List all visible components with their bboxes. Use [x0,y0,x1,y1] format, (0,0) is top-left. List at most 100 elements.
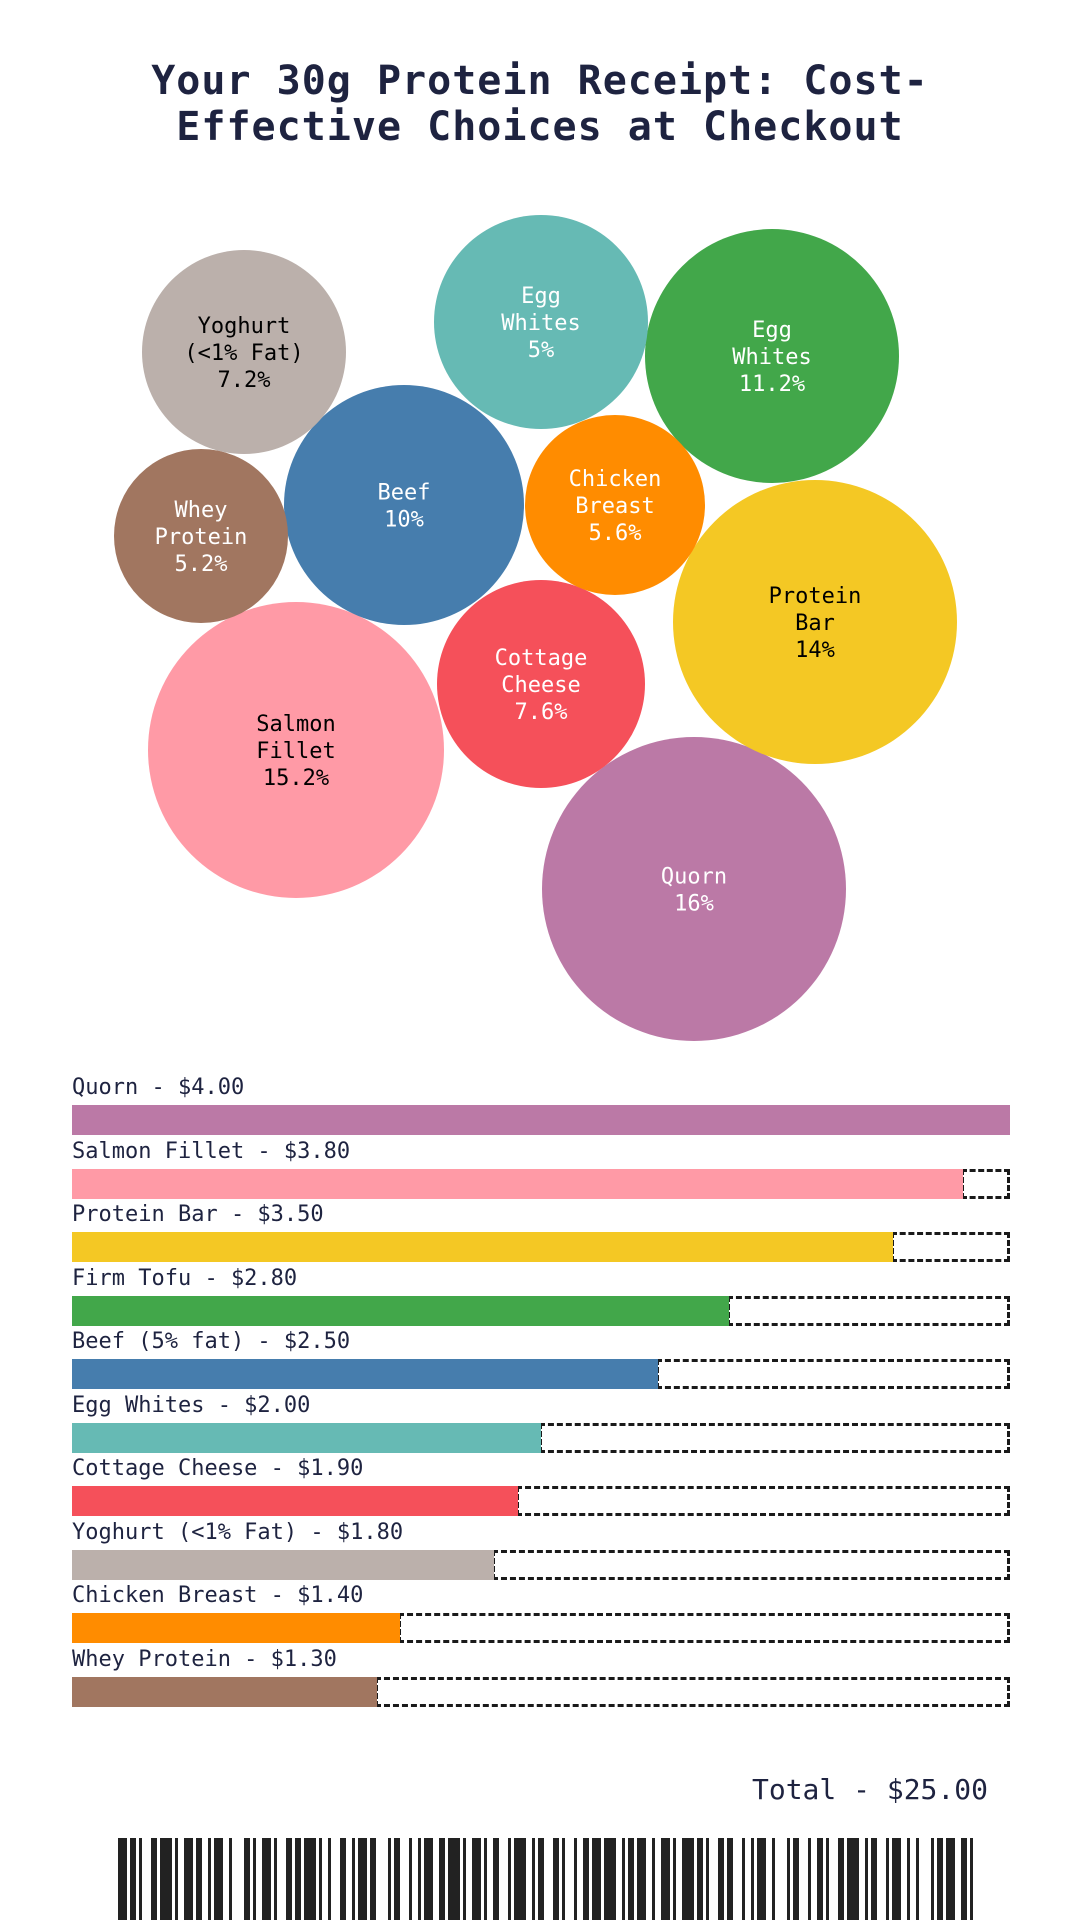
bubble-name-label: Salmon [256,712,335,737]
bubble-value-label: 7.6% [515,700,568,725]
bar-remainder-outline [961,1168,1010,1199]
bubble-value-label: 15.2% [263,766,329,791]
barcode-line [358,1838,367,1920]
bubble-circle [542,737,846,1041]
barcode-line [757,1838,766,1920]
page-title: Your 30g Protein Receipt: Cost-Effective… [151,58,929,150]
bubble-name-label: (<1% Fat) [184,341,303,366]
bubble-name-label: Protein [155,525,248,550]
bubble-label: Protein Bar 14% [769,584,862,663]
barcode-line [574,1838,577,1920]
bubble-name-label: Fillet [256,739,335,764]
total-label: Total - $25.00 [751,1773,988,1806]
barcode-line [463,1838,466,1920]
bar-remainder-outline [516,1486,1010,1516]
bubble-label: Yoghurt (<1% Fat) 7.2% [184,314,303,393]
bubble: Egg Whites 5% [434,215,648,429]
bubble-value-label: 10% [384,508,424,533]
bubble-label: Salmon Fillet 15.2% [256,712,335,791]
barcode-graphic [118,1838,973,1920]
barcode-line [514,1838,526,1920]
bar-remainder-outline [375,1676,1010,1707]
barcode-line [352,1838,355,1920]
bubble-value-label: 5.6% [589,521,642,546]
bubble-label: Quorn 16% [661,865,727,917]
bubble-name-label: Whites [732,345,811,370]
bubble-name-label: Egg [521,284,561,309]
bar-label: Whey Protein - $1.30 [72,1646,337,1672]
bubble: Cottage Cheese 7.6% [437,580,645,788]
barcode-line [439,1838,445,1920]
bubble-label: Beef 10% [378,481,431,533]
bubble-circle [284,385,524,625]
barcode-line [892,1838,901,1920]
barcode-line [175,1838,178,1920]
barcode-line [604,1838,616,1920]
bar [72,1613,400,1643]
bar-remainder-outline [656,1359,1010,1389]
bubble: Chicken Breast 5.6% [525,415,705,595]
bubble-value-label: 5.2% [175,552,228,577]
barcode-line [652,1838,655,1920]
bar [72,1295,729,1326]
barcode-line [160,1838,172,1920]
barcode-line [424,1838,433,1920]
barcode-line [718,1838,724,1920]
bubble-name-label: Cheese [501,673,580,698]
barcode-line [304,1838,316,1920]
barcode-line [262,1838,271,1920]
barcode-line [370,1838,376,1920]
barcode-line [946,1838,955,1920]
bar [72,1105,1010,1135]
bubble-name-label: Yoghurt [198,314,291,339]
bubble-value-label: 11.2% [739,372,805,397]
bar-label: Cottage Cheese - $1.90 [72,1456,364,1481]
barcode-line [583,1838,589,1920]
barcode-line [970,1838,973,1920]
barcode-line [418,1838,421,1920]
bar-label: Protein Bar - $3.50 [72,1202,324,1227]
bubble-name-label: Breast [575,494,654,519]
barcode-line [961,1838,967,1920]
barcode-line [865,1838,868,1920]
barcode-line [817,1838,823,1920]
bubble-circle [525,415,705,595]
bubble-value-label: 16% [674,892,714,917]
bubble-label: Egg Whites 5% [501,284,580,363]
bubble: Egg Whites 11.2% [645,229,899,483]
bubble-label: Whey Protein 5.2% [155,498,248,577]
bar-label: Salmon Fillet - $3.80 [72,1138,351,1164]
bubble-name-label: Protein [769,584,862,609]
bar [72,1676,377,1707]
barcode-line [787,1838,790,1920]
bubble-name-label: Quorn [661,865,727,890]
bar [72,1168,963,1199]
barcode-line [286,1838,292,1920]
bar-remainder-outline [492,1549,1010,1580]
barcode-line [484,1838,487,1920]
bubble-value-label: 7.2% [218,368,271,393]
barcode-line [274,1838,277,1920]
barcode-line [637,1838,646,1920]
barcode-line [751,1838,754,1920]
barcode-line [742,1838,745,1920]
bubble-name-label: Egg [752,318,792,343]
barcode-line [937,1838,943,1920]
bar-remainder-outline [539,1422,1010,1453]
barcode-line [682,1838,694,1920]
barcode-line [772,1838,775,1920]
barcode-line [727,1838,733,1920]
bubble-name-label: Chicken [569,467,662,492]
barcode-line [409,1838,412,1920]
barcode-line [118,1838,127,1920]
barcode-line [328,1838,331,1920]
barcode-line [196,1838,202,1920]
barcode-line [244,1838,250,1920]
bar [72,1486,518,1516]
barcode-line [838,1838,844,1920]
barcode-line [826,1838,829,1920]
barcode-line [847,1838,859,1920]
bubble: Quorn 16% [542,737,846,1041]
barcode-line [448,1838,460,1920]
bubble-circle [142,250,346,454]
